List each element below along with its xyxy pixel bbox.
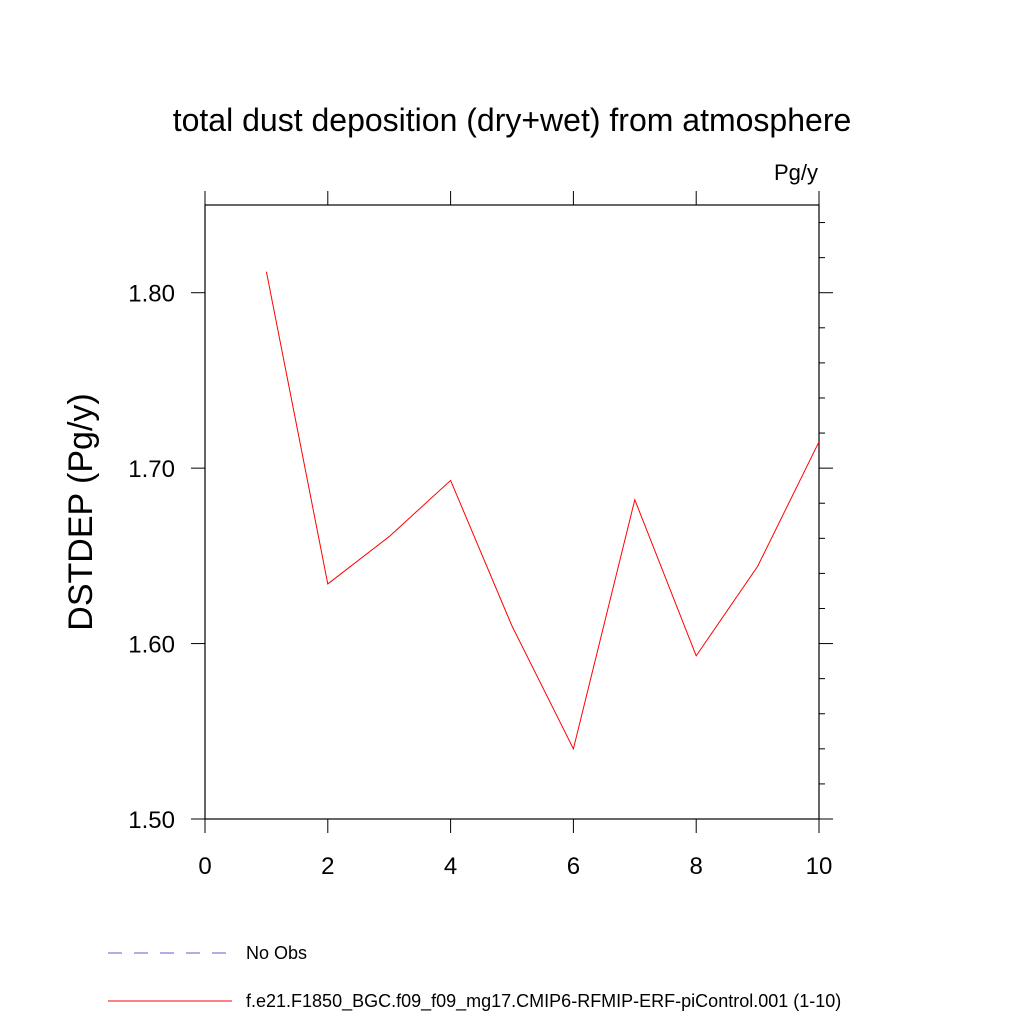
x-tick-label: 4: [444, 853, 457, 880]
x-tick-label: 8: [690, 853, 703, 880]
y-tick-label: 1.60: [128, 632, 175, 659]
units-label: Pg/y: [774, 160, 818, 185]
x-tick-label: 10: [806, 853, 833, 880]
series-line: [265, 271, 820, 751]
legend-entry: f.e21.F1850_BGC.f09_f09_mg17.CMIP6-RFMIP…: [108, 991, 841, 1012]
chart-title: total dust deposition (dry+wet) from atm…: [173, 102, 852, 138]
legend: No Obs f.e21.F1850_BGC.f09_f09_mg17.CMIP6…: [108, 943, 841, 1012]
x-tick-label: 6: [567, 853, 580, 880]
legend-entry: No Obs: [108, 943, 307, 963]
x-tick-label: 0: [198, 853, 211, 880]
y-tick-label: 1.70: [128, 456, 175, 483]
legend-label: f.e21.F1850_BGC.f09_f09_mg17.CMIP6-RFMIP…: [246, 991, 841, 1012]
y-axis-label: DSTDEP (Pg/y): [62, 393, 100, 630]
axis-tick-labels: 0 2 4 6 8 10 1.50 1.60 1.70 1.80: [128, 281, 832, 880]
x-tick-label: 2: [321, 853, 334, 880]
y-tick-label: 1.80: [128, 281, 175, 308]
legend-label: No Obs: [246, 943, 307, 963]
axis-ticks: [191, 191, 833, 833]
plot-frame: [204, 204, 820, 820]
y-tick-label: 1.50: [128, 807, 175, 834]
series-lines: [265, 271, 820, 751]
